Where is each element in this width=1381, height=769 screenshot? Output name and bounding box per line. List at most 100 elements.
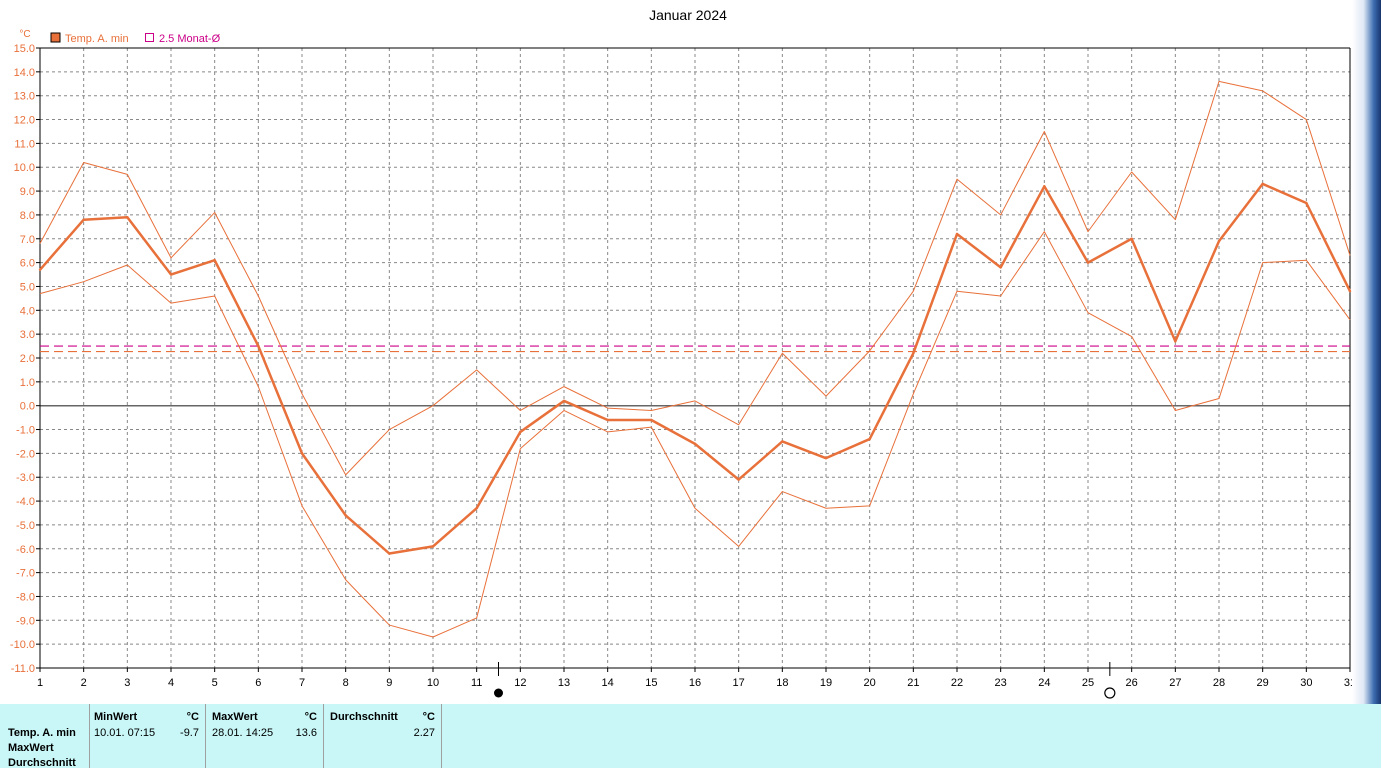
- data-point: [562, 399, 566, 403]
- row-label-avg: Durchschnitt: [8, 757, 76, 769]
- data-point: [1174, 340, 1177, 343]
- y-tick-label: -9.0: [16, 615, 35, 627]
- data-point: [781, 440, 784, 443]
- legend-label-month-avg: 2.5 Monat-Ø: [159, 33, 221, 45]
- row-label-max: MaxWert: [8, 742, 54, 754]
- x-tick-label: 9: [386, 677, 392, 689]
- y-tick-label: 8.0: [20, 210, 35, 222]
- data-point: [38, 268, 42, 271]
- y-tick-label: 2.0: [20, 353, 35, 365]
- data-point: [693, 442, 697, 446]
- stats-max-column: MaxWert °C 28.01. 14:25 13.6: [206, 704, 324, 768]
- stats-avg-column: Durchschnitt °C 2.27: [324, 704, 442, 768]
- x-tick-label: 2: [81, 677, 87, 689]
- data-point: [169, 273, 173, 276]
- y-tick-labels: -11.0 -10.0 -9.0 -8.0 -7.0 -6.0 -5.0 -4.0 -3.0 -2…: [10, 43, 35, 675]
- y-tick-label: -7.0: [16, 568, 35, 580]
- x-tick-label: 5: [212, 677, 218, 689]
- window-edge: [1352, 0, 1381, 768]
- data-point: [431, 545, 435, 548]
- y-tick-label: 9.0: [20, 186, 35, 198]
- y-tick-label: -11.0: [11, 663, 35, 675]
- data-point: [650, 418, 653, 422]
- legend: Temp. A. min 2.5 Monat-Ø: [50, 32, 221, 45]
- chart-title: Januar 2024: [649, 7, 727, 23]
- x-tick-label: 31: [1344, 677, 1352, 689]
- y-tick-label: 11.0: [14, 138, 35, 150]
- data-point: [737, 478, 740, 481]
- x-tick-label: 25: [1082, 677, 1094, 689]
- data-point: [1261, 182, 1264, 186]
- x-tick-label: 18: [776, 677, 788, 689]
- data-point: [955, 232, 959, 236]
- stats-panel: Temp. A. min MaxWert Durchschnitt MinWer…: [0, 704, 1381, 769]
- x-tick-label: 8: [343, 677, 349, 689]
- data-point: [388, 552, 391, 555]
- data-point: [1348, 290, 1352, 293]
- y-tick-label: 4.0: [20, 305, 35, 317]
- x-tick-label: 4: [168, 677, 174, 689]
- avg-header: Durchschnitt: [330, 711, 398, 723]
- x-tick-label: 22: [951, 677, 963, 689]
- x-tick-label: 11: [471, 677, 482, 689]
- max-value: 13.6: [295, 727, 317, 739]
- stats-row-labels: Temp. A. min MaxWert Durchschnitt: [0, 704, 90, 769]
- x-tick-label: 19: [820, 677, 832, 689]
- data-point: [824, 456, 828, 460]
- x-tick-label: 3: [124, 677, 130, 689]
- x-tick-label: 21: [907, 677, 919, 689]
- series-lines: [38, 80, 1352, 638]
- data-point: [126, 216, 129, 219]
- data-point: [257, 344, 260, 348]
- y-tick-label: -3.0: [16, 472, 35, 484]
- x-tick-labels: 1 2 3 4 5 6 7 8 9 10 11 12 13 14 15 16 17 18 19 20 21 22 23 24 2…: [37, 677, 1352, 689]
- x-tick-label: 15: [645, 677, 657, 689]
- x-tick-label: 20: [864, 677, 876, 689]
- full-moon-icon: [1104, 687, 1116, 699]
- x-tick-label: 26: [1126, 677, 1138, 689]
- max-date: 28.01. 14:25: [212, 727, 274, 739]
- y-tick-label: 7.0: [20, 234, 35, 246]
- legend-swatch-temp-min: [50, 32, 61, 43]
- y-tick-label: -10.0: [10, 639, 35, 651]
- data-point: [213, 259, 216, 262]
- x-tick-label: 10: [427, 677, 439, 689]
- y-axis-unit: °C: [19, 29, 30, 40]
- y-tick-label: 15.0: [14, 43, 35, 55]
- y-tick-label: -5.0: [16, 520, 35, 532]
- min-header: MinWert: [94, 711, 138, 723]
- data-point: [82, 218, 85, 221]
- y-tick-label: 6.0: [20, 258, 35, 270]
- data-point: [1217, 239, 1221, 243]
- data-point: [1086, 261, 1090, 264]
- y-tick-label: 1.0: [20, 377, 35, 389]
- y-tick-label: 14.0: [14, 67, 35, 79]
- x-tick-label: 23: [995, 677, 1007, 689]
- series-line-upper: [39, 80, 1351, 476]
- grid: [36, 47, 1351, 672]
- x-tick-label: 30: [1300, 677, 1312, 689]
- legend-label-temp-min: Temp. A. min: [65, 33, 129, 45]
- max-unit: °C: [304, 711, 317, 723]
- data-point: [1130, 237, 1133, 240]
- y-tick-label: 0.0: [20, 401, 35, 413]
- x-tick-label: 14: [602, 677, 614, 689]
- x-tick-label: 16: [689, 677, 701, 689]
- x-tick-label: 7: [299, 677, 305, 689]
- data-point: [475, 507, 478, 510]
- min-value: -9.7: [180, 727, 199, 739]
- y-tick-label: 12.0: [14, 115, 35, 127]
- data-point: [519, 430, 522, 434]
- x-tick-label: 6: [255, 677, 261, 689]
- y-tick-label: -6.0: [16, 544, 35, 556]
- x-tick-label: 12: [514, 677, 526, 689]
- data-point: [1305, 201, 1308, 205]
- y-tick-label: -2.0: [16, 448, 35, 460]
- x-tick-label: 29: [1257, 677, 1269, 689]
- max-header: MaxWert: [212, 711, 258, 723]
- series-line-lower: [39, 231, 1351, 638]
- data-point: [1043, 185, 1046, 188]
- y-tick-label: 5.0: [20, 281, 35, 293]
- x-tick-label: 24: [1038, 677, 1050, 689]
- temperature-chart: Januar 2024 °C Temp. A. min 2.5 Monat-Ø …: [10, 7, 1352, 699]
